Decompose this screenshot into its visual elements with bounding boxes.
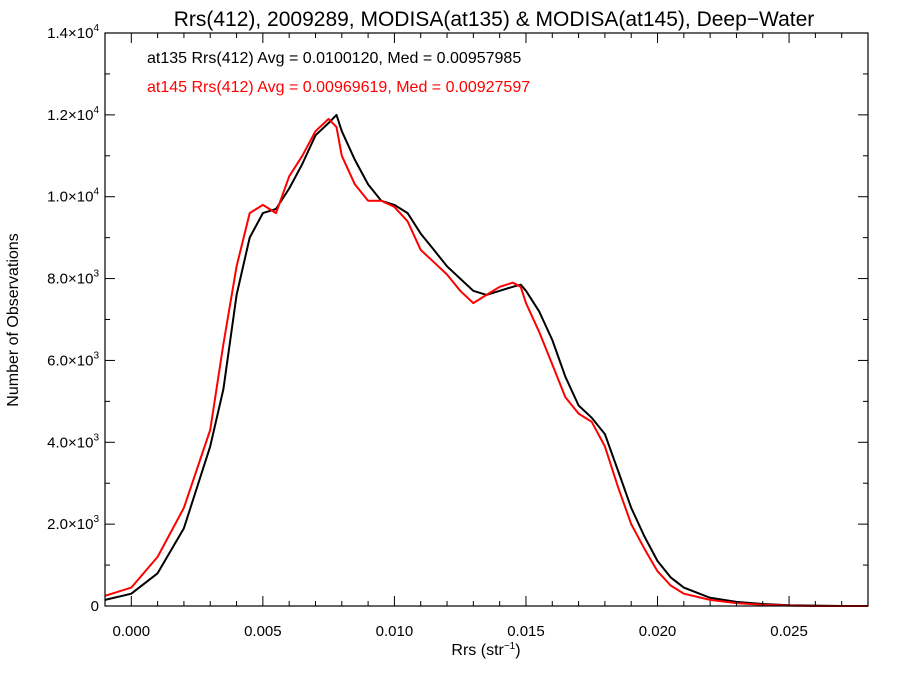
y-tick-label: 1.4×104 xyxy=(47,23,99,42)
x-axis-label: Rrs (str−1) xyxy=(451,641,520,659)
x-tick-label: 0.025 xyxy=(770,623,808,640)
legend-entry-at135: at135 Rrs(412) Avg = 0.0100120, Med = 0.… xyxy=(147,50,521,67)
legend-entry-at145: at145 Rrs(412) Avg = 0.00969619, Med = 0… xyxy=(147,79,530,96)
x-tick-label: 0.015 xyxy=(507,623,545,640)
y-tick-label: 4.0×103 xyxy=(47,432,99,451)
x-tick-label: 0.010 xyxy=(376,623,414,640)
x-tick-label: 0.005 xyxy=(244,623,282,640)
y-tick-label: 8.0×103 xyxy=(47,269,99,288)
y-axis-label: Number of Observations xyxy=(5,233,22,406)
y-tick-label: 6.0×103 xyxy=(47,350,99,369)
series-line-at145 xyxy=(104,117,868,607)
x-tick-label: 0.020 xyxy=(639,623,677,640)
y-tick-label: 0 xyxy=(91,598,99,615)
x-tick-label: 0.000 xyxy=(113,623,151,640)
x-axis-label-close: ) xyxy=(515,642,520,659)
y-tick-label: 1.2×104 xyxy=(47,105,99,124)
chart-title: Rrs(412), 2009289, MODISA(at135) & MODIS… xyxy=(174,8,815,31)
ticks-layer: 0.000 0.005 0.010 0.015 0.020 0.025 0 2.0×103 4.… xyxy=(47,23,869,640)
series-layer xyxy=(104,113,868,607)
series-line-at135 xyxy=(104,113,868,607)
plot-frame xyxy=(104,32,869,607)
x-axis-label-superscript: −1 xyxy=(504,641,516,652)
x-axis-label-main: Rrs (str xyxy=(451,642,504,659)
y-tick-label: 1.0×104 xyxy=(47,187,99,206)
y-tick-label: 2.0×103 xyxy=(47,514,99,533)
